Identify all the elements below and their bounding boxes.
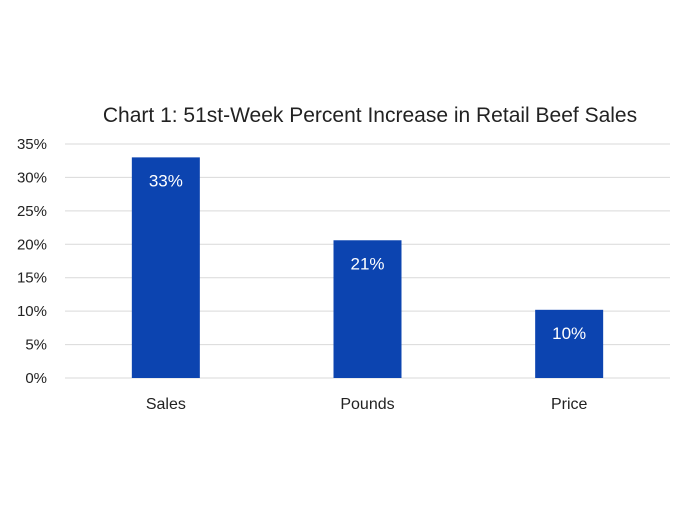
x-category-label: Price xyxy=(551,396,588,413)
y-tick-label: 0% xyxy=(25,370,47,387)
data-label-pounds: 21% xyxy=(350,254,384,273)
chart-title: Chart 1: 51st-Week Percent Increase in R… xyxy=(103,104,637,127)
y-tick-label: 20% xyxy=(17,236,47,253)
bar-price xyxy=(535,309,604,378)
x-category-label: Sales xyxy=(146,396,186,413)
y-tick-label: 30% xyxy=(17,169,47,186)
x-category-label: Pounds xyxy=(340,396,394,413)
y-axis-ticks: 0% 5% 10% 15% 20% 25% 30% 35% xyxy=(17,136,47,387)
data-label-price: 10% xyxy=(552,324,586,343)
bar-sales xyxy=(131,157,200,378)
y-tick-label: 35% xyxy=(17,136,47,153)
y-tick-label: 15% xyxy=(17,270,47,287)
y-tick-label: 5% xyxy=(25,337,47,354)
y-tick-label: 10% xyxy=(17,303,47,320)
bars xyxy=(131,157,604,378)
data-label-sales: 33% xyxy=(149,171,183,190)
bar-pounds xyxy=(333,240,402,378)
x-axis-categories: Sales Pounds Price xyxy=(146,396,588,413)
y-tick-label: 25% xyxy=(17,203,47,220)
data-labels: 33% 21% 10% xyxy=(149,171,586,342)
